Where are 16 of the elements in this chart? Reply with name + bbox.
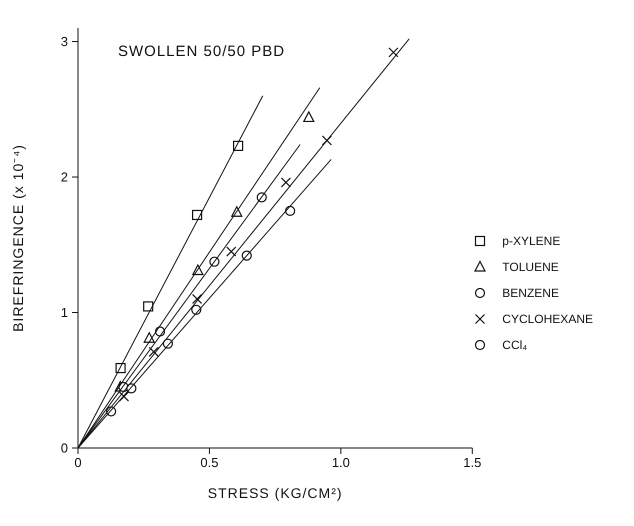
x-axis-title: STRESS (KG/CM²): [208, 485, 343, 501]
y-tick-label: 2: [60, 170, 68, 185]
legend-label: TOLUENE: [502, 260, 559, 274]
y-tick-label: 1: [60, 305, 68, 320]
y-tick-label: 3: [60, 34, 68, 50]
legend-label: CYCLOHEXANE: [502, 312, 593, 326]
legend-label: BENZENE: [502, 286, 559, 300]
legend-label: CCl₄: [502, 338, 528, 352]
x-tick-label: 1.0: [332, 455, 350, 470]
legend-label: p-XYLENE: [502, 234, 560, 248]
y-tick-label: 0: [60, 440, 68, 456]
x-tick-label: 0: [74, 455, 82, 470]
y-axis-title: BIREFRINGENCE (x 10⁻⁴): [10, 144, 26, 332]
x-tick-label: 0.5: [200, 455, 218, 470]
text: SWOLLEN 50/50 PBD: [118, 43, 286, 60]
x-tick-label: 1.5: [463, 455, 482, 470]
